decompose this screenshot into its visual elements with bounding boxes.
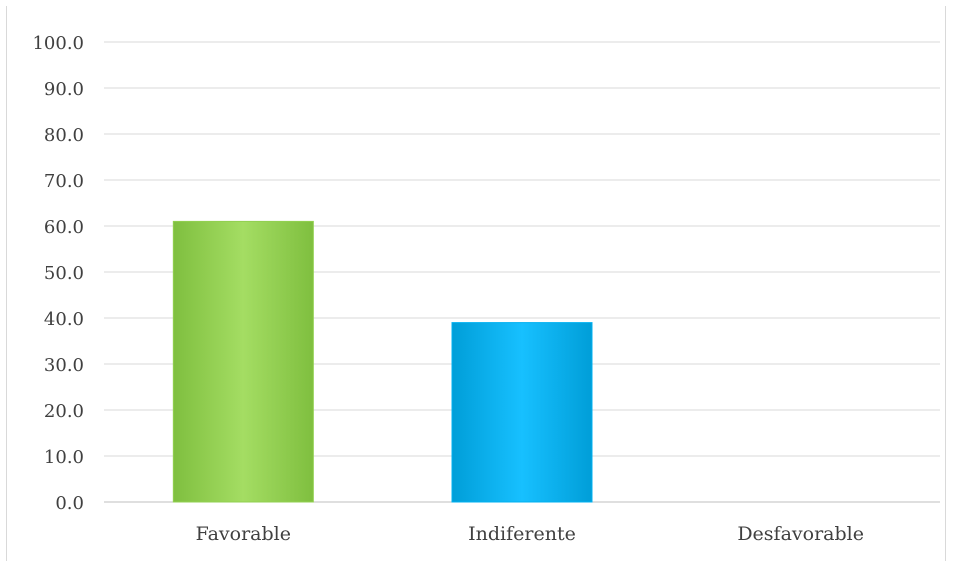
bar-favorable [172,220,314,503]
y-tick-label: 70.0 [44,171,84,192]
chart-frame [6,6,946,561]
bars [172,220,593,503]
y-tick-label: 10.0 [44,447,84,468]
y-tick-label: 90.0 [44,79,84,100]
y-tick-label: 60.0 [44,217,84,238]
x-tick-label: Indiferente [468,523,576,545]
y-axis: 0.0 10.0 20.0 30.0 40.0 50.0 60.0 70.0 80.0 90.0 1… [32,33,84,514]
y-tick-label: 30.0 [44,355,84,376]
y-tick-label: 80.0 [44,125,84,146]
x-tick-label: Desfavorable [737,523,864,545]
y-tick-label: 20.0 [44,401,84,422]
x-axis: Favorable Indiferente Desfavorable [196,523,864,545]
y-tick-label: 0.0 [55,493,84,514]
bar-indiferente [451,322,593,503]
y-tick-label: 50.0 [44,263,84,284]
y-tick-label: 40.0 [44,309,84,330]
y-tick-label: 100.0 [32,33,84,54]
x-tick-label: Favorable [196,523,291,545]
